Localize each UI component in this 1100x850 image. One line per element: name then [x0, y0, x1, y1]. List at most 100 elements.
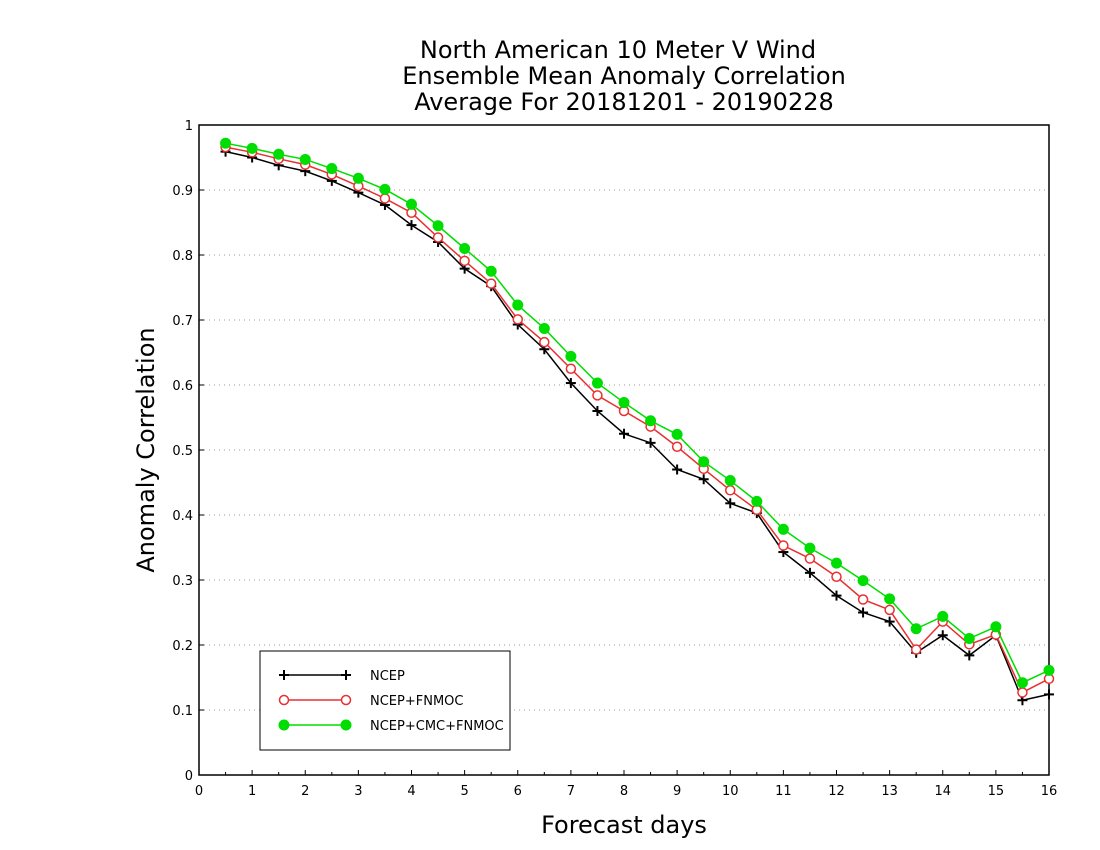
series-line-ncep	[225, 150, 1050, 702]
x-tick-label-10: 10	[722, 784, 739, 799]
data-point-ncep-22	[804, 567, 815, 578]
data-point-ncep-cmc-fnmoc-26	[910, 623, 922, 635]
x-axis: 0 1 2 3 4 5 6 7 8 9 10 11 12 13 14 15 16	[195, 770, 1057, 799]
y-tick-label-8: 0.8	[172, 249, 193, 264]
x-tick-label-12: 12	[828, 784, 845, 799]
x-tick-label-8: 8	[620, 784, 628, 799]
data-point-ncep-28	[964, 650, 975, 661]
data-point-ncep-fnmoc-21	[778, 540, 789, 551]
x-tick-label-11: 11	[775, 784, 792, 799]
x-tick-label-4: 4	[407, 784, 415, 799]
legend-marker-start	[278, 719, 290, 731]
y-tick-label-3: 0.3	[172, 574, 193, 589]
legend-marker-end	[341, 670, 351, 680]
legend: NCEP NCEP+FNMOC NCEP+CMC+FNMOC	[259, 650, 511, 751]
data-point-ncep-cmc-fnmoc-7	[406, 198, 417, 210]
data-point-ncep-27	[937, 630, 948, 641]
y-tick-label-7: 0.7	[172, 314, 193, 329]
legend-item-ncep: NCEP	[279, 669, 405, 684]
data-point-ncep-16	[645, 437, 656, 448]
data-point-ncep-cmc-fnmoc-27	[937, 610, 949, 622]
series-layer	[220, 137, 1055, 706]
series-line-ncep-fnmoc	[225, 146, 1050, 694]
data-point-ncep-cmc-fnmoc-19	[724, 475, 736, 487]
data-point-ncep-cmc-fnmoc-28	[963, 633, 975, 644]
data-point-ncep-cmc-fnmoc-12	[538, 322, 550, 334]
data-point-ncep-14	[592, 406, 603, 416]
title-line-1: North American 10 Meter V Wind	[420, 36, 816, 64]
x-tick-label-3: 3	[354, 784, 362, 799]
data-point-ncep-cmc-fnmoc-4	[326, 163, 338, 175]
data-point-ncep-cmc-fnmoc-11	[512, 299, 524, 311]
x-tick-label-9: 9	[673, 784, 681, 799]
data-point-ncep-cmc-fnmoc-24	[857, 575, 869, 587]
data-point-ncep-fnmoc-17	[671, 441, 683, 452]
data-point-ncep-15	[619, 428, 629, 439]
data-point-ncep-cmc-fnmoc-0	[220, 137, 232, 149]
y-tick-label-0: 0	[185, 769, 193, 784]
data-point-ncep-cmc-fnmoc-9	[459, 243, 471, 254]
y-tick-label-4: 0.4	[172, 509, 193, 524]
x-tick-label-1: 1	[248, 784, 256, 799]
data-point-ncep-25	[884, 616, 895, 627]
data-point-ncep-fnmoc-26	[910, 644, 922, 655]
data-point-ncep-7	[406, 220, 417, 231]
title-line-3: Average For 20181201 - 20190228	[414, 88, 834, 116]
series-ncep	[220, 146, 1054, 706]
x-tick-label-2: 2	[301, 784, 309, 799]
data-point-ncep-cmc-fnmoc-18	[698, 456, 710, 468]
legend-marker-start	[278, 694, 290, 706]
y-tick-label-5: 0.5	[172, 444, 193, 459]
data-point-ncep-cmc-fnmoc-10	[485, 265, 497, 277]
legend-label-ncep-cmc-fnmoc: NCEP+CMC+FNMOC	[370, 719, 504, 734]
data-point-ncep-cmc-fnmoc-17	[671, 428, 683, 440]
legend-marker-start	[279, 670, 289, 680]
data-point-ncep-fnmoc-30	[1017, 687, 1028, 698]
y-tick-label-9: 0.9	[172, 184, 193, 199]
data-point-ncep-fnmoc-8	[432, 232, 444, 243]
data-point-ncep-cmc-fnmoc-2	[273, 148, 285, 160]
legend-marker-end	[340, 694, 352, 706]
series-line-ncep-cmc-fnmoc	[225, 142, 1050, 684]
x-tick-label-0: 0	[195, 784, 203, 799]
legend-item-ncep-cmc-fnmoc: NCEP+CMC+FNMOC	[278, 719, 504, 734]
data-point-ncep-fnmoc-6	[379, 193, 391, 204]
data-point-ncep-13	[565, 378, 576, 389]
data-point-ncep-fnmoc-13	[565, 363, 577, 374]
data-point-ncep-fnmoc-25	[884, 604, 895, 616]
y-tick-label-10: 1	[185, 119, 193, 134]
legend-label-ncep-fnmoc: NCEP+FNMOC	[370, 694, 463, 709]
series-ncep-fnmoc	[220, 141, 1055, 698]
data-point-ncep-cmc-fnmoc-30	[1016, 677, 1028, 689]
data-point-ncep-18	[698, 474, 709, 485]
x-axis-label: Forecast days	[541, 811, 707, 839]
x-tick-label-6: 6	[514, 784, 522, 799]
x-tick-label-13: 13	[881, 784, 898, 799]
legend-marker-end	[340, 719, 352, 731]
data-point-ncep-fnmoc-10	[485, 278, 497, 289]
data-point-ncep-fnmoc-23	[831, 571, 842, 582]
data-point-ncep-cmc-fnmoc-25	[884, 593, 896, 605]
data-point-ncep-fnmoc-11	[512, 314, 523, 325]
title-line-2: Ensemble Mean Anomaly Correlation	[402, 62, 846, 90]
data-point-ncep-cmc-fnmoc-16	[645, 415, 657, 427]
y-tick-label-2: 0.2	[172, 639, 193, 654]
data-point-ncep-fnmoc-12	[539, 336, 550, 348]
data-point-ncep-cmc-fnmoc-20	[751, 495, 763, 507]
data-point-ncep-cmc-fnmoc-21	[777, 523, 789, 535]
data-point-ncep-23	[831, 590, 842, 601]
data-point-ncep-cmc-fnmoc-29	[990, 621, 1002, 633]
data-point-ncep-17	[672, 464, 683, 475]
data-point-ncep-31	[1044, 689, 1054, 700]
x-tick-label-14: 14	[934, 784, 951, 799]
data-point-ncep-19	[725, 498, 736, 509]
data-point-ncep-cmc-fnmoc-23	[831, 557, 842, 569]
data-point-ncep-cmc-fnmoc-22	[804, 542, 816, 554]
chart-title: North American 10 Meter V Wind Ensemble …	[402, 36, 846, 116]
x-tick-label-16: 16	[1041, 784, 1058, 799]
y-tick-label-6: 0.6	[172, 379, 193, 394]
legend-item-ncep-fnmoc: NCEP+FNMOC	[278, 694, 463, 709]
data-point-ncep-cmc-fnmoc-6	[379, 183, 391, 195]
data-point-ncep-fnmoc-19	[725, 485, 736, 496]
